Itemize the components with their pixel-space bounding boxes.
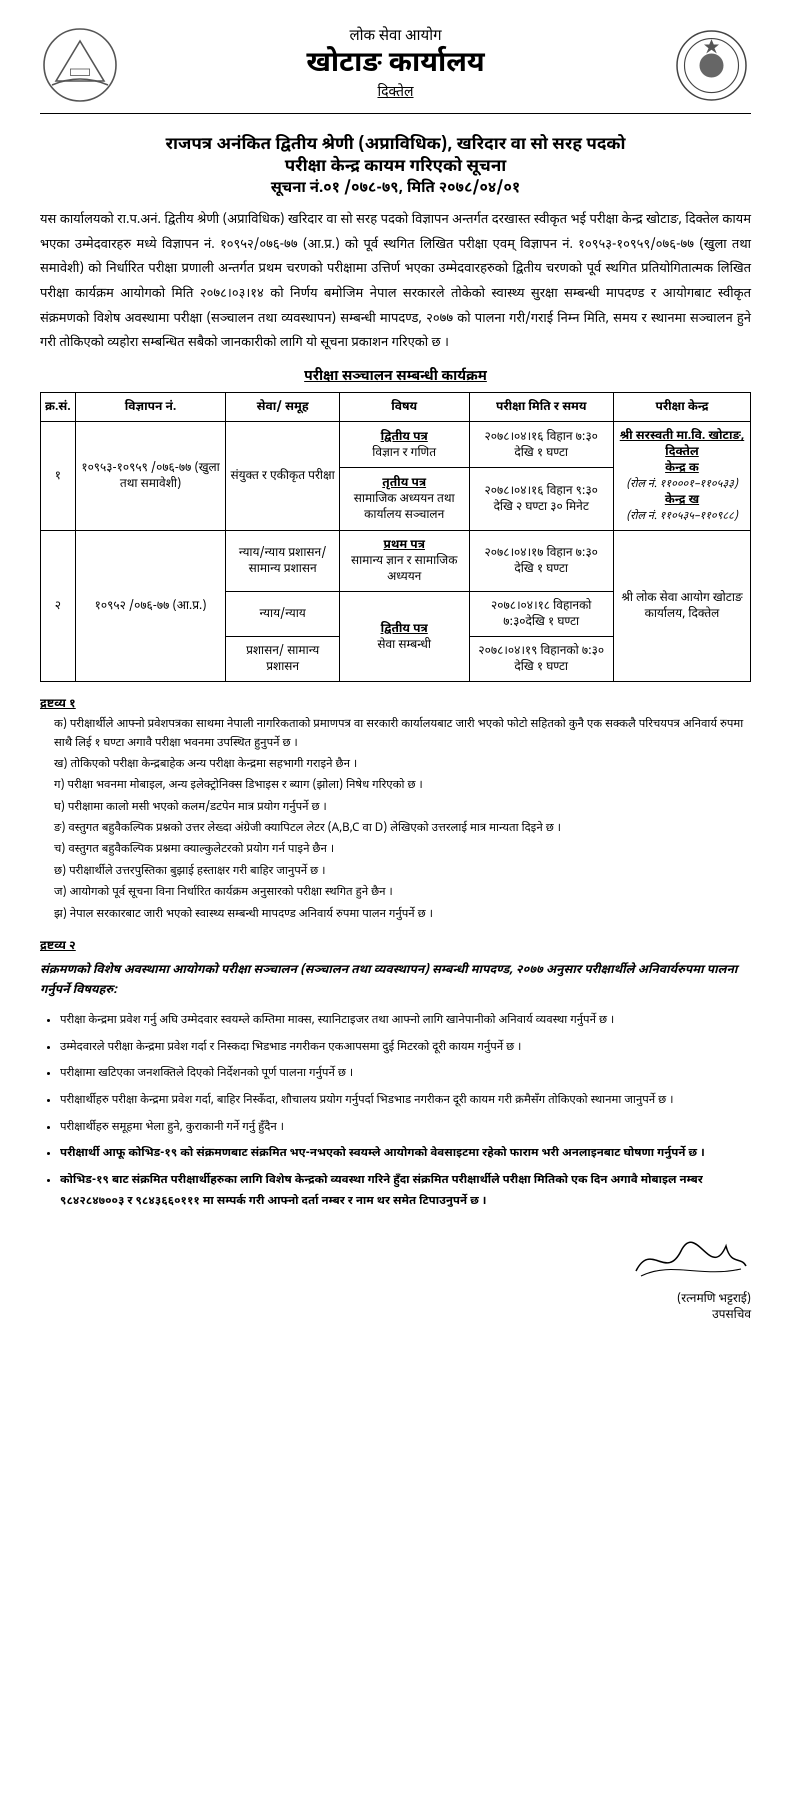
paper-sub: विज्ञान र गणित bbox=[372, 445, 436, 461]
cell-time: २०७८।०४।१६ विहान ७:३० देखि १ घण्टा bbox=[469, 422, 613, 468]
cell-service: न्याय/न्याय प्रशासन/ सामान्य प्रशासन bbox=[226, 531, 339, 592]
psc-logo-icon bbox=[671, 25, 751, 105]
roll-a: (रोल नं. ११०००१–११०५३३) bbox=[626, 478, 738, 492]
cell-time: २०७८।०४।१७ विहान ७:३० देखि १ घण्टा bbox=[469, 531, 613, 592]
cell-sn: १ bbox=[41, 422, 76, 531]
paper-head: तृतीय पत्र bbox=[382, 475, 426, 491]
note2-head: द्रष्टव्य २ bbox=[40, 938, 751, 954]
th-datetime: परीक्षा मिति र समय bbox=[469, 393, 613, 422]
list-item: छ) परीक्षार्थीले उत्तरपुस्तिका बुझाई हस्… bbox=[54, 863, 751, 881]
paper-head: द्वितीय पत्र bbox=[381, 621, 428, 637]
list-item: क) परीक्षार्थीले आफ्नो प्रवेशपत्रका साथम… bbox=[54, 716, 751, 753]
cell-subject: द्वितीय पत्र सेवा सम्बन्धी bbox=[339, 592, 469, 682]
list-item: घ) परीक्षामा कालो मसी भएको कलम/डटपेन मात… bbox=[54, 799, 751, 817]
list-item: च) वस्तुगत बहुवैकल्पिक प्रश्नमा क्याल्कु… bbox=[54, 841, 751, 859]
org-line3: दिक्तेल bbox=[120, 83, 671, 102]
roll-b: (रोल नं. ११०५३५–११०९८८) bbox=[626, 510, 738, 524]
table-row: १ १०९५३-१०९५९ /०७६-७७ (खुला तथा समावेशी)… bbox=[41, 422, 751, 468]
list-item: ख) तोकिएको परीक्षा केन्द्रबाहेक अन्य परी… bbox=[54, 756, 751, 774]
cell-adv: १०९५२ /०७६-७७ (आ.प्र.) bbox=[75, 531, 226, 682]
cell-subject: तृतीय पत्र सामाजिक अध्ययन तथा कार्यालय स… bbox=[339, 468, 469, 531]
note1-head: द्रष्टव्य १ bbox=[40, 696, 751, 712]
paper-sub: सामान्य ज्ञान र सामाजिक अध्ययन bbox=[351, 553, 457, 585]
paper-head: प्रथम पत्र bbox=[383, 537, 424, 553]
signature-icon bbox=[631, 1236, 751, 1291]
list-item: परीक्षार्थी आफू कोभिड-१९ को संक्रमणबाट स… bbox=[60, 1144, 751, 1165]
document-header: लोक सेवा आयोग खोटाङ कार्यालय दिक्तेल bbox=[40, 25, 751, 114]
list-item: ङ) वस्तुगत बहुवैकल्पिक प्रश्नको उत्तर ले… bbox=[54, 820, 751, 838]
note2-intro: संक्रमणको विशेष अवस्थामा आयोगको परीक्षा … bbox=[40, 960, 751, 1001]
list-item: परीक्षार्थीहरु समूहमा भेला हुने, कुराकान… bbox=[60, 1118, 751, 1139]
center-name: श्री सरस्वती मा.वि. खोटाङ, दिक्तेल bbox=[620, 428, 745, 460]
notice-body: यस कार्यालयको रा.प.अनं. द्वितीय श्रेणी (… bbox=[40, 209, 751, 357]
notice-title-1: राजपत्र अनंकित द्वितीय श्रेणी (अप्राविधि… bbox=[40, 134, 751, 156]
cell-time: २०७८।०४।१९ विहानको ७:३० देखि १ घण्टा bbox=[469, 637, 613, 682]
list-item: झ) नेपाल सरकारबाट जारी भएको स्वास्थ्य सम… bbox=[54, 906, 751, 924]
cell-time: २०७८।०४।१६ विहान ९:३० देखि २ घण्टा ३० मि… bbox=[469, 468, 613, 531]
th-sn: क्र.सं. bbox=[41, 393, 76, 422]
center-a: केन्द्र क bbox=[665, 460, 699, 476]
cell-subject: द्वितीय पत्र विज्ञान र गणित bbox=[339, 422, 469, 468]
cell-service: प्रशासन/ सामान्य प्रशासन bbox=[226, 637, 339, 682]
cell-sn: २ bbox=[41, 531, 76, 682]
list-item: उम्मेदवारले परीक्षा केन्द्रमा प्रवेश गर्… bbox=[60, 1038, 751, 1059]
th-adv: विज्ञापन नं. bbox=[75, 393, 226, 422]
paper-sub: सेवा सम्बन्धी bbox=[377, 637, 431, 653]
list-item: परीक्षा केन्द्रमा प्रवेश गर्नु अघि उम्मे… bbox=[60, 1011, 751, 1032]
notice-title-2: परीक्षा केन्द्र कायम गरिएको सूचना bbox=[40, 156, 751, 178]
paper-sub: सामाजिक अध्ययन तथा कार्यालय सञ्चालन bbox=[354, 491, 455, 523]
cell-center: श्री सरस्वती मा.वि. खोटाङ, दिक्तेल केन्द… bbox=[613, 422, 750, 531]
cell-adv: १०९५३-१०९५९ /०७६-७७ (खुला तथा समावेशी) bbox=[75, 422, 226, 531]
signature-block: (रत्नमणि भट्टराई) उपसचिव bbox=[40, 1236, 751, 1323]
th-subject: विषय bbox=[339, 393, 469, 422]
cell-time: २०७८।०४।१८ विहानको ७:३०देखि १ घण्टा bbox=[469, 592, 613, 637]
list-item: ज) आयोगको पूर्व सूचना विना निर्धारित कार… bbox=[54, 884, 751, 902]
th-center: परीक्षा केन्द्र bbox=[613, 393, 750, 422]
cell-service: न्याय/न्याय bbox=[226, 592, 339, 637]
notice-number: सूचना नं.०१ /०७८-७९, मिति २०७८/०४/०१ bbox=[40, 180, 751, 199]
list-item: परीक्षार्थीहरु परीक्षा केन्द्रमा प्रवेश … bbox=[60, 1091, 751, 1112]
nepal-emblem-icon bbox=[40, 25, 120, 105]
cell-subject: प्रथम पत्र सामान्य ज्ञान र सामाजिक अध्यय… bbox=[339, 531, 469, 592]
th-service: सेवा/ समूह bbox=[226, 393, 339, 422]
cell-center: श्री लोक सेवा आयोग खोटाङ कार्यालय, दिक्त… bbox=[613, 531, 750, 682]
note1-list: क) परीक्षार्थीले आफ्नो प्रवेशपत्रका साथम… bbox=[40, 716, 751, 924]
center-b: केन्द्र ख bbox=[665, 492, 699, 508]
list-item: ग) परीक्षा भवनमा मोबाइल, अन्य इलेक्ट्रोन… bbox=[54, 777, 751, 795]
paper-head: द्वितीय पत्र bbox=[381, 429, 428, 445]
org-line2: खोटाङ कार्यालय bbox=[120, 47, 671, 83]
table-row: २ १०९५२ /०७६-७७ (आ.प्र.) न्याय/न्याय प्र… bbox=[41, 531, 751, 592]
table-header-row: क्र.सं. विज्ञापन नं. सेवा/ समूह विषय परी… bbox=[41, 393, 751, 422]
org-line1: लोक सेवा आयोग bbox=[120, 28, 671, 47]
list-item: परीक्षामा खटिएका जनशक्तिले दिएको निर्देश… bbox=[60, 1064, 751, 1085]
signatory-post: उपसचिव bbox=[712, 1307, 751, 1323]
cell-service: संयुक्त र एकीकृत परीक्षा bbox=[226, 422, 339, 531]
list-item: कोभिड-१९ बाट संक्रमित परीक्षार्थीहरुका ल… bbox=[60, 1171, 751, 1212]
exam-schedule-table: क्र.सं. विज्ञापन नं. सेवा/ समूह विषय परी… bbox=[40, 392, 751, 682]
note2-list: परीक्षा केन्द्रमा प्रवेश गर्नु अघि उम्मे… bbox=[40, 1011, 751, 1213]
schedule-table-title: परीक्षा सञ्चालन सम्बन्धी कार्यक्रम bbox=[40, 367, 751, 386]
signatory-name: (रत्नमणि भट्टराई) bbox=[677, 1291, 751, 1307]
